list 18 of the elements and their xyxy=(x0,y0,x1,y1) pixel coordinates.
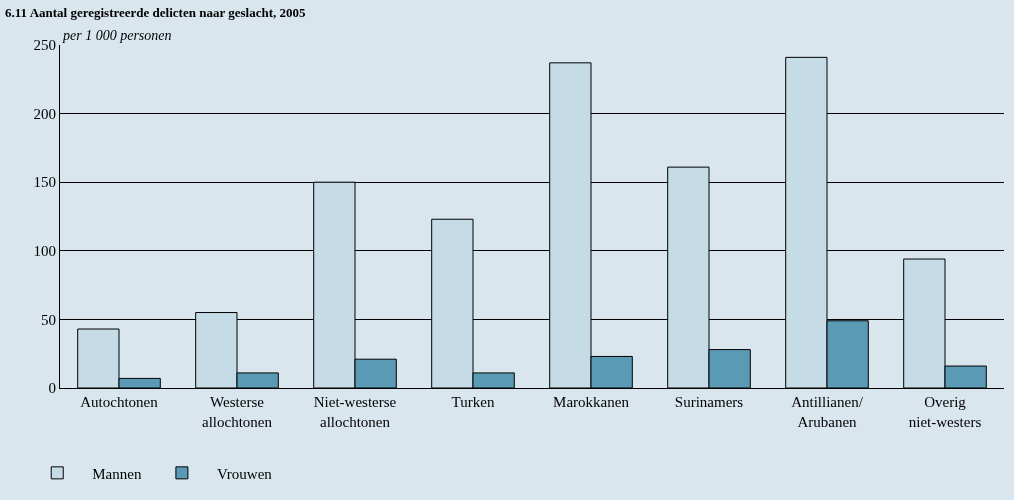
x-tick-label: Autochtonen xyxy=(80,394,159,410)
x-tick-label: Antillianen/ Arubanen xyxy=(791,394,864,430)
x-tick-label: Overig niet-westers xyxy=(908,394,982,430)
chart-title: 6.11 Aantal geregistreerde delicten naar geslacht, 2005 xyxy=(5,4,306,20)
y-tick-label: 250 xyxy=(33,37,56,54)
legend-label: Vrouwen xyxy=(216,465,273,482)
y-tick-label: 200 xyxy=(33,105,56,122)
legend-label: Mannen xyxy=(92,465,142,482)
x-tick-label: Marokkanen xyxy=(553,394,630,410)
x-tick-label: Surinamers xyxy=(674,394,744,410)
y-tick-label: 150 xyxy=(33,174,56,191)
y-tick-label: 0 xyxy=(48,380,56,397)
x-tick-label: Westerse allochtonen xyxy=(202,394,273,430)
y-tick-label: 100 xyxy=(33,243,56,260)
x-tick-label: Niet-westerse allochtonen xyxy=(313,394,397,430)
y-axis-title: per 1 000 personen xyxy=(62,28,172,43)
x-tick-label: Turken xyxy=(451,394,495,410)
y-tick-label: 50 xyxy=(41,311,56,328)
